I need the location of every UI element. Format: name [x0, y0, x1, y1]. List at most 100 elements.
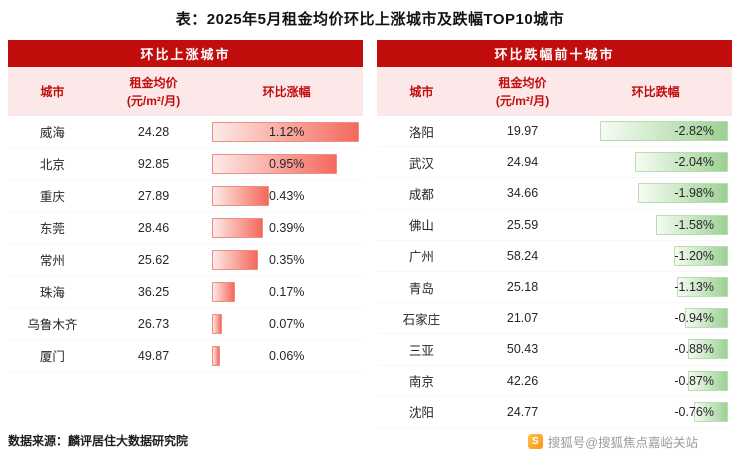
price-cell: 26.73 — [137, 316, 170, 331]
pct-bar — [212, 217, 264, 238]
pct-label: -1.20% — [674, 248, 714, 263]
pct-label: 0.95% — [268, 156, 305, 171]
col-header-pct: 环比涨幅 — [262, 85, 311, 99]
pct-cell: -1.20% — [579, 241, 732, 271]
fall-panel-title: 环比跌幅前十城市 — [377, 40, 732, 67]
col-header-price: 租金均价 (元/m²/月) — [97, 74, 211, 110]
pct-bar — [212, 249, 259, 270]
city-cell: 南京 — [408, 375, 434, 390]
pct-label: -0.76% — [674, 404, 714, 419]
table-row: 常州 25.62 0.35% — [8, 244, 363, 276]
pct-bar — [693, 401, 728, 422]
pct-cell: -0.94% — [579, 303, 732, 333]
pct-cell: -2.04% — [579, 147, 732, 177]
price-cell: 21.07 — [506, 311, 539, 326]
price-cell: 34.66 — [506, 186, 539, 201]
table-row: 厦门 49.87 0.06% — [8, 340, 363, 372]
pct-cell: -1.13% — [579, 272, 732, 302]
pct-label: -0.94% — [674, 311, 714, 326]
pct-bar — [212, 121, 359, 142]
table-row: 威海 24.28 1.12% — [8, 116, 363, 148]
pct-cell: -1.58% — [579, 210, 732, 240]
pct-label: -1.98% — [674, 186, 714, 201]
pct-bar — [673, 245, 728, 266]
table-row: 南京 42.26 -0.87% — [377, 366, 732, 397]
pct-label: -0.88% — [674, 342, 714, 357]
pct-cell: -0.88% — [579, 334, 732, 364]
price-cell: 28.46 — [137, 220, 170, 235]
pct-label: 0.43% — [268, 188, 305, 203]
city-cell: 石家庄 — [402, 312, 441, 327]
pct-label: 0.17% — [268, 284, 305, 299]
pct-cell: -1.98% — [579, 178, 732, 208]
rise-panel-title: 环比上涨城市 — [8, 40, 363, 67]
table-row: 乌鲁木齐 26.73 0.07% — [8, 308, 363, 340]
sohu-logo-icon: S — [527, 434, 543, 449]
city-cell: 东莞 — [39, 222, 65, 236]
col-header-price: 租金均价 (元/m²/月) — [466, 74, 580, 110]
city-cell: 成都 — [408, 187, 434, 202]
pct-bar — [212, 185, 269, 206]
city-cell: 北京 — [39, 158, 65, 172]
price-cell: 92.85 — [137, 156, 170, 171]
pct-label: -1.58% — [674, 217, 714, 232]
price-cell: 24.28 — [137, 124, 170, 139]
data-source-note: 数据来源：麟评居住大数据研究院 — [8, 434, 189, 448]
table-row: 武汉 24.94 -2.04% — [377, 147, 732, 178]
city-cell: 佛山 — [408, 219, 434, 234]
price-cell: 25.62 — [137, 252, 170, 267]
pct-label: 0.06% — [268, 348, 305, 363]
price-cell: 25.59 — [506, 217, 539, 232]
city-cell: 三亚 — [408, 343, 434, 358]
price-cell: 58.24 — [506, 248, 539, 263]
pct-bar — [688, 370, 728, 391]
pct-cell: 0.43% — [210, 180, 363, 211]
rise-rows: 威海 24.28 1.12% 北京 92.85 0.95% 重庆 27.89 0… — [8, 116, 363, 372]
pct-bar — [637, 183, 728, 204]
pct-label: 0.07% — [268, 316, 305, 331]
col-header-pct: 环比跌幅 — [631, 85, 680, 99]
pct-label: -1.13% — [674, 280, 714, 295]
pct-cell: 1.12% — [210, 116, 363, 147]
table-row: 重庆 27.89 0.43% — [8, 180, 363, 212]
table-row: 洛阳 19.97 -2.82% — [377, 116, 732, 147]
pct-bar — [212, 281, 235, 302]
col-header-city: 城市 — [40, 85, 65, 99]
price-cell: 42.26 — [506, 373, 539, 388]
rise-table-panel: 环比上涨城市 城市 租金均价 (元/m²/月) 环比涨幅 威海 24.28 1.… — [8, 40, 363, 372]
pct-bar — [212, 345, 221, 366]
city-cell: 重庆 — [39, 190, 65, 204]
price-cell: 49.87 — [137, 348, 170, 363]
pct-cell: 0.17% — [210, 276, 363, 307]
fall-rows: 洛阳 19.97 -2.82% 武汉 24.94 -2.04% 成都 34.66… — [377, 116, 732, 428]
table-row: 三亚 50.43 -0.88% — [377, 334, 732, 365]
city-cell: 青岛 — [408, 281, 434, 296]
pct-label: 1.12% — [268, 124, 305, 139]
table-row: 青岛 25.18 -1.13% — [377, 272, 732, 303]
pct-bar — [212, 153, 337, 174]
panels-container: 环比上涨城市 城市 租金均价 (元/m²/月) 环比涨幅 威海 24.28 1.… — [0, 29, 740, 428]
watermark-text: 搜狐号@搜狐焦点嘉峪关站 — [547, 436, 698, 450]
price-cell: 25.18 — [506, 280, 539, 295]
watermark: S 搜狐号@搜狐焦点嘉峪关站 — [527, 432, 698, 451]
price-cell: 50.43 — [506, 342, 539, 357]
col-header-price-line2: (元/m²/月) — [126, 93, 181, 108]
pct-cell: 0.95% — [210, 148, 363, 179]
table-row: 沈阳 24.77 -0.76% — [377, 397, 732, 428]
city-cell: 珠海 — [39, 286, 65, 300]
price-cell: 27.89 — [137, 188, 170, 203]
pct-cell: -0.76% — [579, 397, 732, 427]
col-header-price-line1: 租金均价 — [498, 75, 547, 90]
pct-bar — [212, 313, 222, 334]
city-cell: 武汉 — [408, 156, 434, 171]
pct-bar — [656, 214, 728, 235]
table-row: 成都 34.66 -1.98% — [377, 178, 732, 209]
fall-column-header: 城市 租金均价 (元/m²/月) 环比跌幅 — [377, 67, 732, 116]
table-row: 珠海 36.25 0.17% — [8, 276, 363, 308]
pct-cell: 0.39% — [210, 212, 363, 243]
pct-cell: 0.35% — [210, 244, 363, 275]
table-row: 佛山 25.59 -1.58% — [377, 210, 732, 241]
city-cell: 乌鲁木齐 — [27, 318, 78, 332]
city-cell: 常州 — [39, 254, 65, 268]
